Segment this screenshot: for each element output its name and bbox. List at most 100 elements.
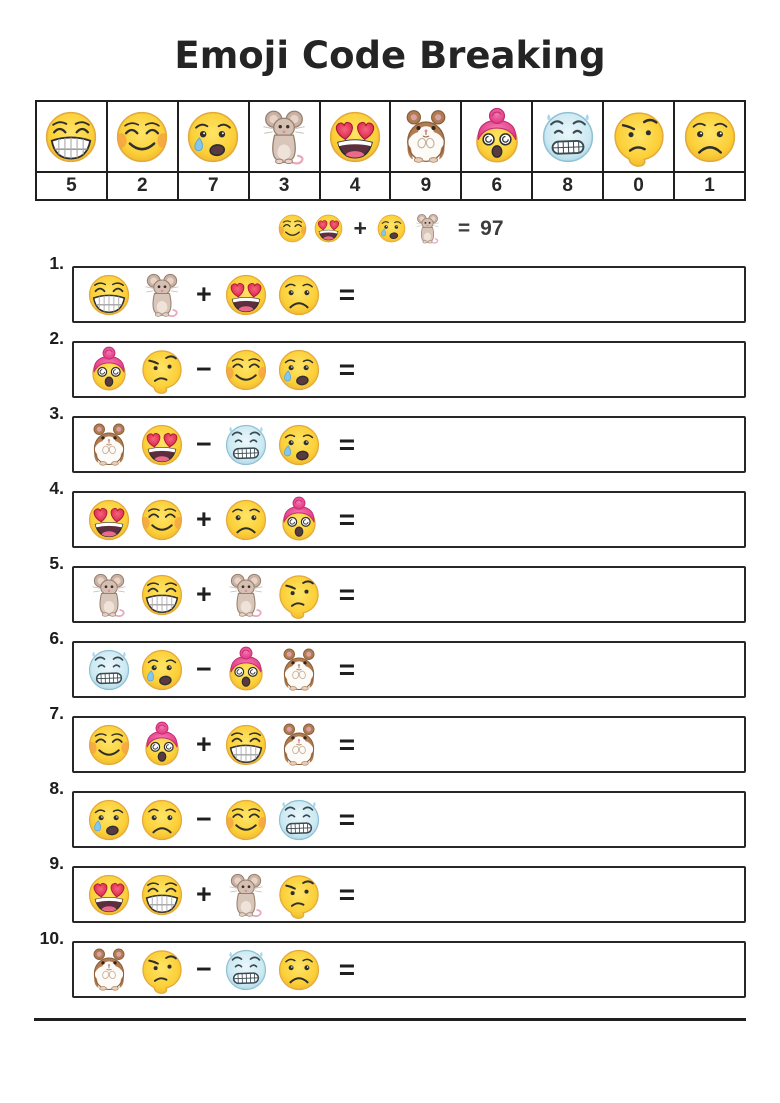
problem-row: 5. + = bbox=[0, 550, 780, 625]
problem-right-pair bbox=[222, 346, 323, 394]
thinking-emoji-icon bbox=[138, 346, 186, 394]
blush-emoji-icon bbox=[222, 346, 270, 394]
key-emoji-cell bbox=[35, 100, 108, 173]
problem-left-pair bbox=[85, 946, 186, 994]
frown-emoji-icon bbox=[275, 271, 323, 319]
problem-right-pair bbox=[222, 871, 323, 919]
thinking-emoji-icon bbox=[275, 871, 323, 919]
problem-row: 4. + = bbox=[0, 475, 780, 550]
cry-emoji-icon bbox=[375, 212, 408, 245]
problem-number: 5. bbox=[49, 553, 64, 573]
blue-grimace-emoji-icon bbox=[275, 796, 323, 844]
problem-equals-sign: = bbox=[338, 803, 356, 835]
problem-operator: + bbox=[196, 729, 212, 759]
shocked-pink-emoji-icon bbox=[85, 346, 133, 394]
problem-left-pair bbox=[85, 571, 186, 619]
example-right-pair bbox=[375, 212, 444, 245]
key-value-cell: 8 bbox=[531, 171, 605, 201]
example-operator: + bbox=[353, 214, 367, 241]
problem-right-pair bbox=[222, 646, 323, 694]
problem-box: + = bbox=[72, 716, 746, 773]
grin-emoji-icon bbox=[138, 571, 186, 619]
key-value-cell: 3 bbox=[247, 171, 321, 201]
problem-right-pair bbox=[222, 571, 323, 619]
heart-eyes-emoji-icon bbox=[85, 496, 133, 544]
cry-emoji-icon bbox=[85, 796, 133, 844]
problem-right-pair bbox=[222, 271, 323, 319]
frown-emoji-icon bbox=[222, 496, 270, 544]
key-emoji-cell bbox=[673, 100, 746, 173]
problem-number: 2. bbox=[49, 328, 64, 348]
shocked-pink-emoji-icon bbox=[467, 107, 527, 167]
mouse-emoji-icon bbox=[85, 571, 133, 619]
problem-number: 1. bbox=[49, 253, 64, 273]
problem-number: 3. bbox=[49, 403, 64, 423]
problem-right-pair bbox=[222, 721, 323, 769]
hamster-emoji-icon bbox=[396, 107, 456, 167]
thinking-emoji-icon bbox=[609, 107, 669, 167]
problem-row: 9. + = bbox=[0, 850, 780, 925]
mouse-emoji-icon bbox=[222, 571, 270, 619]
problem-operator: − bbox=[196, 654, 212, 684]
blush-emoji-icon bbox=[276, 212, 309, 245]
problem-equals-sign: = bbox=[338, 878, 356, 910]
problem-list: 1. + = 2. − = 3. − = 4. + = 5. + = 6. − = 7. + = 8. − = 9. + = 10. −… bbox=[0, 250, 780, 1000]
example-result: 97 bbox=[480, 216, 504, 240]
problem-row: 1. + = bbox=[0, 250, 780, 325]
blush-emoji-icon bbox=[222, 796, 270, 844]
problem-operator: + bbox=[196, 579, 212, 609]
example-equation: + = 97 bbox=[0, 209, 780, 247]
problem-right-pair bbox=[222, 421, 323, 469]
problem-equals-sign: = bbox=[338, 728, 356, 760]
heart-eyes-emoji-icon bbox=[312, 212, 345, 245]
blue-grimace-emoji-icon bbox=[222, 946, 270, 994]
problem-row: 6. − = bbox=[0, 625, 780, 700]
heart-eyes-emoji-icon bbox=[325, 107, 385, 167]
problem-row: 10. − = bbox=[0, 925, 780, 1000]
footer-rule bbox=[34, 1018, 746, 1021]
key-emoji-cell bbox=[602, 100, 676, 173]
problem-operator: + bbox=[196, 279, 212, 309]
key-value-cell: 7 bbox=[176, 171, 250, 201]
problem-number: 4. bbox=[49, 478, 64, 498]
shocked-pink-emoji-icon bbox=[138, 721, 186, 769]
problem-operator: + bbox=[196, 879, 212, 909]
problem-left-pair bbox=[85, 271, 186, 319]
problem-equals-sign: = bbox=[338, 503, 356, 535]
hamster-emoji-icon bbox=[85, 421, 133, 469]
problem-equals-sign: = bbox=[338, 278, 356, 310]
problem-number: 9. bbox=[49, 853, 64, 873]
problem-operator: − bbox=[196, 429, 212, 459]
key-value-cell: 1 bbox=[673, 171, 746, 201]
heart-eyes-emoji-icon bbox=[138, 421, 186, 469]
problem-left-pair bbox=[85, 421, 186, 469]
shocked-pink-emoji-icon bbox=[275, 496, 323, 544]
key-emoji-cell bbox=[389, 100, 463, 173]
problem-equals-sign: = bbox=[338, 353, 356, 385]
problem-equals-sign: = bbox=[338, 428, 356, 460]
grin-emoji-icon bbox=[138, 871, 186, 919]
blue-grimace-emoji-icon bbox=[222, 421, 270, 469]
problem-left-pair bbox=[85, 496, 186, 544]
problem-operator: − bbox=[196, 354, 212, 384]
problem-equals-sign: = bbox=[338, 953, 356, 985]
key-emoji-cell bbox=[460, 100, 534, 173]
problem-operator: + bbox=[196, 504, 212, 534]
key-emoji-cell bbox=[531, 100, 605, 173]
blush-emoji-icon bbox=[138, 496, 186, 544]
cry-emoji-icon bbox=[275, 346, 323, 394]
problem-box: − = bbox=[72, 641, 746, 698]
mouse-emoji-icon bbox=[411, 212, 444, 245]
key-value-cell: 9 bbox=[389, 171, 463, 201]
grin-emoji-icon bbox=[222, 721, 270, 769]
problem-box: − = bbox=[72, 416, 746, 473]
key-emoji-cell bbox=[105, 100, 179, 173]
problem-left-pair bbox=[85, 646, 186, 694]
page-title: Emoji Code Breaking bbox=[174, 34, 606, 77]
problem-number: 8. bbox=[49, 778, 64, 798]
thinking-emoji-icon bbox=[138, 946, 186, 994]
problem-row: 7. + = bbox=[0, 700, 780, 775]
frown-emoji-icon bbox=[680, 107, 740, 167]
